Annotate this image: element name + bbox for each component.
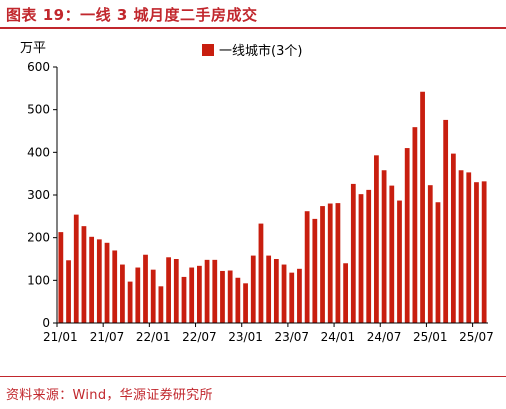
x-tick-label: 23/01 xyxy=(228,330,263,344)
x-tick-label: 23/07 xyxy=(274,330,309,344)
bar-22-12 xyxy=(235,277,241,323)
bar-24-06 xyxy=(374,155,379,323)
bar-25-08 xyxy=(481,181,487,323)
bar-22-11 xyxy=(227,270,233,323)
bar-22-07 xyxy=(197,265,202,323)
bar-24-02 xyxy=(343,263,348,323)
bar-21-11 xyxy=(135,267,141,323)
bar-22-06 xyxy=(189,267,195,323)
bar-21-12 xyxy=(143,254,148,323)
source-note: 资料来源：Wind，华源证券研究所 xyxy=(6,388,213,403)
bar-21-09 xyxy=(120,264,125,323)
y-tick-label: 600 xyxy=(27,60,50,74)
bar-chart: 0 100 200 300 400 500 600 21/01 21/07 22/01 22/07 2… xyxy=(27,60,494,344)
bar-24-03 xyxy=(350,183,356,323)
bar-22-03 xyxy=(166,257,171,323)
bar-23-01 xyxy=(243,283,248,323)
bar-23-05 xyxy=(273,259,279,323)
bar-24-04 xyxy=(358,194,364,323)
bar-24-08 xyxy=(389,185,395,323)
chart-legend: 一线城市(3个) xyxy=(202,40,302,59)
y-tick-label: 400 xyxy=(27,145,50,159)
bar-23-09 xyxy=(304,211,310,323)
bar-25-05 xyxy=(458,170,464,323)
y-tick-label: 500 xyxy=(27,103,50,117)
bar-21-07 xyxy=(104,242,110,323)
bar-23-04 xyxy=(266,255,272,323)
x-tick-label: 21/07 xyxy=(90,330,125,344)
bar-23-03 xyxy=(258,223,264,323)
bar-25-04 xyxy=(450,153,456,323)
figure-title: 图表 19：一线 3 城月度二手房成交 xyxy=(6,6,258,24)
bar-23-06 xyxy=(281,264,287,323)
x-tick-label: 22/01 xyxy=(136,330,171,344)
x-tick-label: 24/01 xyxy=(321,330,356,344)
bar-23-11 xyxy=(320,206,325,323)
bar-25-03 xyxy=(443,119,449,323)
bar-21-10 xyxy=(127,281,133,323)
x-tick-label: 25/07 xyxy=(459,330,494,344)
bar-24-05 xyxy=(366,189,372,323)
bar-21-02 xyxy=(66,260,71,323)
bar-24-11 xyxy=(412,127,418,323)
bar-25-02 xyxy=(435,202,441,323)
bar-21-08 xyxy=(112,250,118,323)
bar-24-09 xyxy=(397,200,402,323)
bar-21-03 xyxy=(73,214,79,323)
x-tick-label: 22/07 xyxy=(182,330,217,344)
y-tick-label: 300 xyxy=(27,188,50,202)
footer-divider xyxy=(0,376,506,377)
y-tick-label: 200 xyxy=(27,231,50,245)
bar-25-01 xyxy=(427,185,433,323)
bar-23-10 xyxy=(312,218,318,323)
legend-label: 一线城市(3个) xyxy=(219,44,303,59)
bar-22-05 xyxy=(181,276,187,323)
x-tick-label: 25/01 xyxy=(413,330,448,344)
x-tick-label: 21/01 xyxy=(43,330,78,344)
x-tick-label: 24/07 xyxy=(367,330,402,344)
bar-22-08 xyxy=(204,259,210,323)
bar-21-04 xyxy=(81,226,87,323)
bar-21-05 xyxy=(89,236,95,323)
bar-22-04 xyxy=(173,259,179,323)
bar-22-09 xyxy=(212,259,218,323)
y-tick-label: 100 xyxy=(27,273,50,287)
bar-24-07 xyxy=(381,170,387,323)
bar-24-12 xyxy=(420,91,425,323)
bar-22-10 xyxy=(220,270,225,323)
title-divider xyxy=(0,27,506,29)
bar-23-02 xyxy=(250,255,256,323)
bar-23-07 xyxy=(289,272,295,323)
bar-25-06 xyxy=(466,172,472,323)
bar-23-08 xyxy=(297,268,302,323)
y-axis-unit-label: 万平 xyxy=(20,41,47,56)
bar-21-06 xyxy=(96,239,102,323)
bar-22-02 xyxy=(158,286,164,323)
y-tick-label: 0 xyxy=(42,316,50,330)
bar-23-12 xyxy=(327,203,333,323)
bar-24-01 xyxy=(335,203,341,323)
bar-21-01 xyxy=(58,232,64,323)
bar-22-01 xyxy=(150,269,156,323)
bar-25-07 xyxy=(474,182,479,323)
legend-swatch xyxy=(202,43,214,56)
bar-24-10 xyxy=(404,148,410,323)
